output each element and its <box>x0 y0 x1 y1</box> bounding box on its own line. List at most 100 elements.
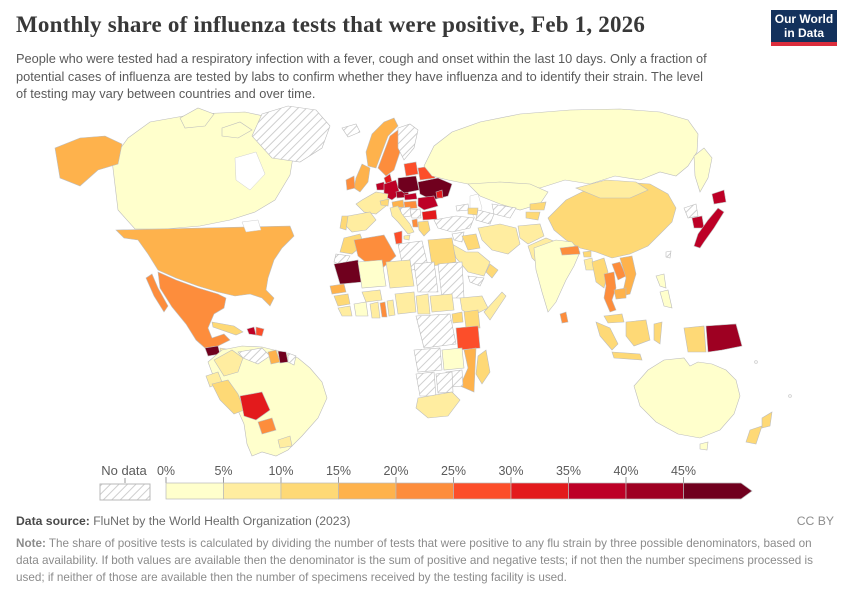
map-country-cameroon[interactable] <box>415 293 431 315</box>
map-country-sierra-leone[interactable] <box>337 305 353 317</box>
map-country-cuba[interactable] <box>211 321 244 336</box>
map-country-serbia[interactable] <box>409 208 422 219</box>
map-country-finland[interactable] <box>397 123 419 161</box>
map-country-mexico-baja[interactable] <box>145 273 169 313</box>
map-country-portugal[interactable] <box>339 215 349 231</box>
map-country-bhutan[interactable] <box>582 250 592 258</box>
map-country-colombia[interactable] <box>213 349 244 377</box>
map-country-namibia[interactable] <box>415 371 437 397</box>
map-country-kenya[interactable] <box>463 309 481 329</box>
map-country-senegal[interactable] <box>329 283 347 295</box>
map-country-suriname[interactable] <box>277 350 289 364</box>
map-country-romania[interactable] <box>417 195 439 211</box>
map-country-usa[interactable] <box>115 225 295 307</box>
map-country-saudi-arabia[interactable] <box>451 243 491 277</box>
map-country-japan-honshu[interactable] <box>693 207 725 249</box>
map-country-tanzania[interactable] <box>455 325 481 351</box>
map-country-vietnam[interactable] <box>619 255 637 297</box>
map-country-turkey[interactable] <box>433 215 475 233</box>
map-country-italy[interactable] <box>389 205 415 235</box>
map-country-philippines-south[interactable] <box>659 289 673 309</box>
license-link[interactable]: CC BY <box>796 514 834 528</box>
owid-logo[interactable]: Our World in Data <box>771 10 837 46</box>
map-country-italy-sicily[interactable] <box>403 234 411 241</box>
data-source-text[interactable]: FluNet by the World Health Organization … <box>93 514 351 528</box>
map-country-russia[interactable] <box>423 108 699 189</box>
map-country-netherlands[interactable] <box>375 181 386 191</box>
map-country-yemen[interactable] <box>467 275 485 287</box>
map-country-uganda[interactable] <box>451 311 464 324</box>
map-country-mauritania[interactable] <box>333 259 363 285</box>
map-country-thailand[interactable] <box>603 271 617 313</box>
map-country-afghanistan[interactable] <box>517 223 545 245</box>
map-country-indonesia-sumatra[interactable] <box>595 321 619 351</box>
legend-bin-7[interactable] <box>568 482 627 500</box>
map-country-georgia[interactable] <box>455 203 470 212</box>
map-country-uruguay[interactable] <box>277 435 293 449</box>
map-country-botswana[interactable] <box>435 371 454 394</box>
map-country-central-african-republic[interactable] <box>429 293 455 313</box>
map-country-ethiopia[interactable] <box>459 295 489 317</box>
map-country-north-korea[interactable] <box>683 203 699 219</box>
map-country-mongolia[interactable] <box>575 179 649 199</box>
map-country-iceland[interactable] <box>341 123 361 138</box>
map-country-canada-arctic-2[interactable] <box>221 121 253 139</box>
map-country-madagascar[interactable] <box>475 349 491 385</box>
map-country-somalia[interactable] <box>483 291 507 321</box>
map-country-bolivia[interactable] <box>239 391 271 421</box>
map-country-guinea[interactable] <box>333 293 351 307</box>
map-country-azerbaijan[interactable] <box>467 207 479 216</box>
map-country-zambia[interactable] <box>441 347 465 371</box>
map-country-venezuela[interactable] <box>237 347 271 365</box>
map-country-russia-kamchatka[interactable] <box>693 147 713 193</box>
map-country-sudan[interactable] <box>437 261 465 299</box>
map-country-chad[interactable] <box>413 261 439 293</box>
legend-bin-9-arrow[interactable] <box>683 482 753 500</box>
map-country-dominican-republic[interactable] <box>255 326 265 337</box>
map-country-oman[interactable] <box>485 263 499 279</box>
map-country-france[interactable] <box>355 191 389 215</box>
map-country-baltics[interactable] <box>403 161 419 177</box>
map-country-moldova[interactable] <box>435 189 444 199</box>
map-country-slovakia[interactable] <box>403 192 418 201</box>
map-country-switzerland[interactable] <box>379 198 390 207</box>
map-country-indonesia-java[interactable] <box>611 351 643 361</box>
map-country-indonesia-sulawesi[interactable] <box>653 321 663 345</box>
map-country-turkmenistan[interactable] <box>475 209 495 225</box>
map-country-drc[interactable] <box>415 313 457 349</box>
map-country-tajikistan[interactable] <box>525 211 541 221</box>
legend-bin-6[interactable] <box>510 482 569 500</box>
legend-bin-1[interactable] <box>223 482 282 500</box>
legend-color-bar[interactable]: 0% 5% 10% 15% 20% 25% 30% 35% 40% 45% <box>140 462 780 502</box>
legend-bin-4[interactable] <box>395 482 454 500</box>
map-country-canada-arctic-1[interactable] <box>179 107 215 129</box>
map-country-india[interactable] <box>533 239 581 313</box>
legend-bin-5[interactable] <box>453 482 512 500</box>
map-country-togo[interactable] <box>379 301 388 318</box>
map-country-usa-alaska[interactable] <box>54 135 123 187</box>
map-country-new-zealand-south[interactable] <box>745 425 763 445</box>
map-country-philippines-north[interactable] <box>655 273 667 289</box>
legend-bin-8[interactable] <box>625 482 684 500</box>
map-country-tunisia[interactable] <box>393 230 403 245</box>
map-country-ivory-coast[interactable] <box>353 301 369 317</box>
map-country-mozambique[interactable] <box>459 347 477 393</box>
map-country-south-africa[interactable] <box>415 391 461 419</box>
map-country-austria[interactable] <box>391 199 405 209</box>
map-country-australia-tasmania[interactable] <box>699 441 709 451</box>
map-country-haiti[interactable] <box>246 326 257 336</box>
map-country-syria[interactable] <box>451 231 465 243</box>
map-country-iraq[interactable] <box>461 233 481 251</box>
map-country-iran[interactable] <box>477 223 521 255</box>
map-country-taiwan[interactable] <box>665 250 672 259</box>
map-country-malaysia[interactable] <box>603 313 625 324</box>
map-country-benin[interactable] <box>386 299 396 317</box>
legend-bin-0[interactable] <box>165 482 224 500</box>
map-country-norway[interactable] <box>365 117 399 169</box>
map-country-niger[interactable] <box>385 259 415 289</box>
map-country-south-korea[interactable] <box>691 215 705 229</box>
map-country-nigeria[interactable] <box>394 291 417 315</box>
map-country-albania[interactable] <box>411 218 419 228</box>
map-country-greece[interactable] <box>417 220 431 237</box>
map-country-japan-hokkaido[interactable] <box>711 189 727 205</box>
